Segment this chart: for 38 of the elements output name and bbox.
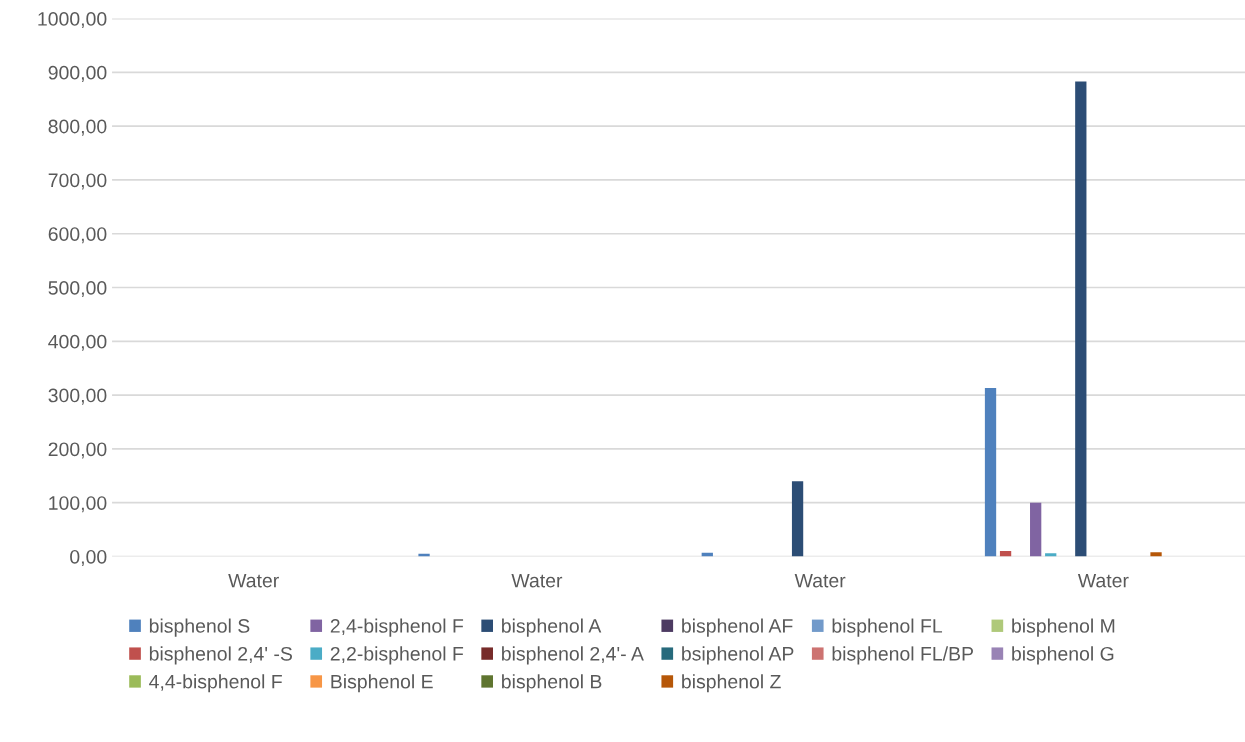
legend-label: Bisphenol E	[331, 674, 433, 693]
bar	[999, 551, 1012, 557]
y-tick-label: 0,00	[70, 549, 107, 567]
y-tick-label: 900,00	[48, 65, 107, 82]
bar	[1030, 502, 1042, 557]
x-tick-label: Water	[228, 573, 279, 588]
y-tick-label: 700,00	[48, 173, 107, 190]
x-tick-label: Water	[511, 573, 563, 588]
bar	[791, 481, 804, 557]
legend-label: bisphenol FL/BP	[832, 646, 973, 665]
y-tick-label: 500,00	[48, 280, 107, 298]
legend-label: bisphenol A	[502, 618, 602, 637]
bar	[984, 388, 997, 557]
y-tick-label: 300,00	[48, 388, 107, 405]
legend-label: bisphenol M	[1012, 618, 1115, 637]
bar	[1045, 553, 1057, 557]
legend-label: bisphenol Z	[682, 674, 781, 693]
legend-label: bisphenol S	[149, 618, 250, 637]
y-tick-label: 800,00	[48, 119, 107, 136]
y-tick-label: 200,00	[48, 442, 107, 459]
legend-label: bsiphenol AP	[682, 646, 794, 665]
x-tick-label: Water	[1077, 573, 1129, 588]
legend-label: bisphenol 2,4'- A	[502, 646, 644, 665]
x-tick-label: Water	[794, 573, 846, 588]
bar	[1150, 552, 1162, 557]
legend-label: bisphenol 2,4' -S	[149, 646, 292, 665]
legend-label: 4,4-bisphenol F	[149, 674, 282, 693]
y-tick-label: 600,00	[48, 227, 107, 244]
y-tick-label: 1000,00	[38, 12, 107, 29]
bar	[1075, 81, 1087, 557]
legend-label: 2,4-bisphenol F	[330, 618, 464, 637]
y-tick-label: 100,00	[49, 496, 107, 513]
legend-label: bisphenol G	[1012, 646, 1114, 665]
y-tick-label: 400,00	[48, 334, 107, 351]
legend-label: bisphenol B	[502, 674, 602, 693]
legend-label: bisphenol AF	[682, 618, 793, 637]
legend-label: 2,2-bisphenol F	[330, 646, 464, 665]
legend-label: bisphenol FL	[832, 618, 943, 637]
